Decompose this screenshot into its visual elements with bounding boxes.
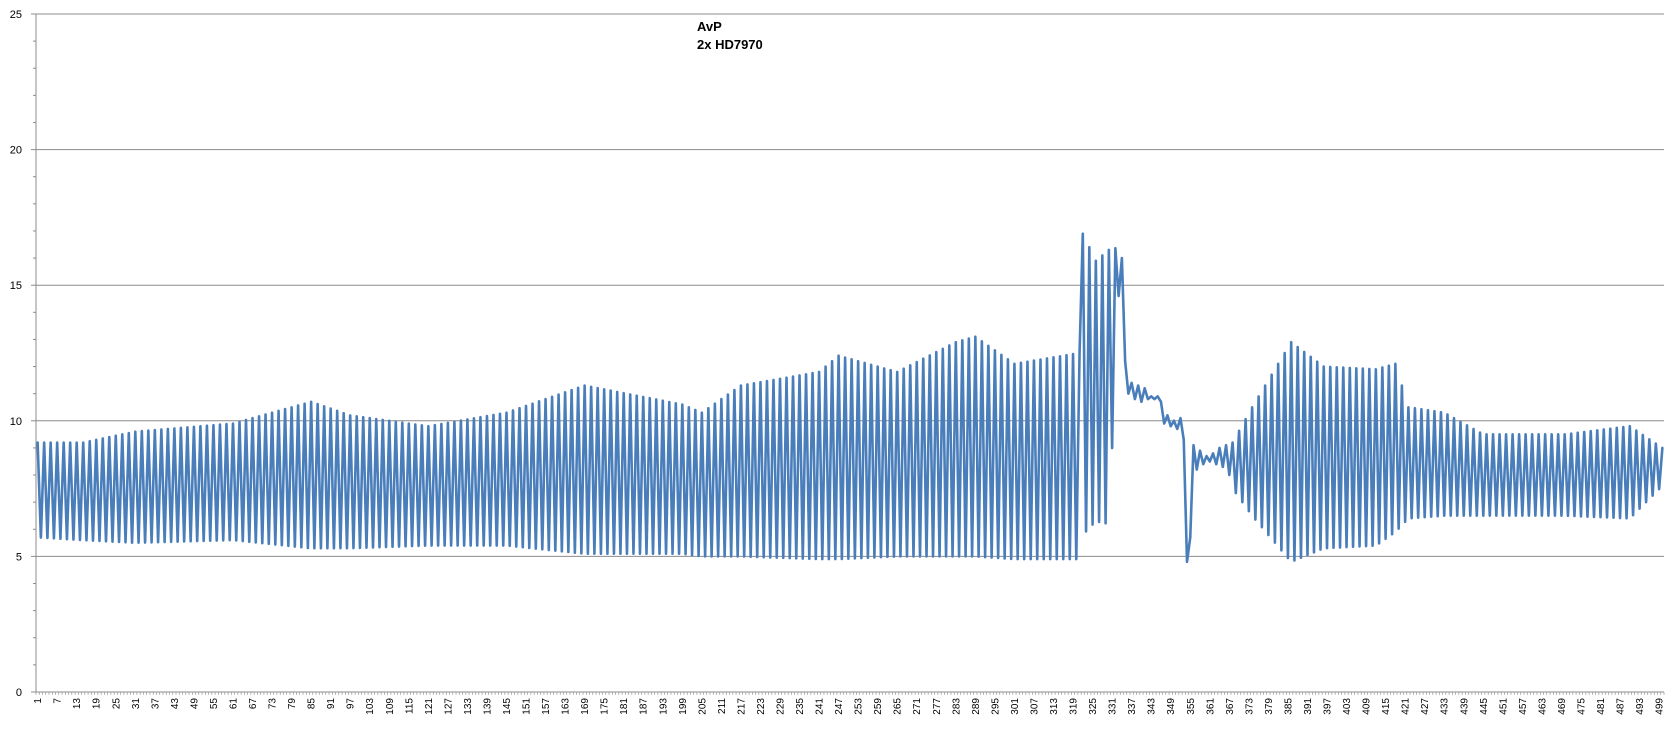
x-tick-label: 277 — [932, 698, 943, 715]
x-tick-label: 187 — [639, 698, 650, 715]
x-tick-label: 205 — [697, 698, 708, 715]
x-tick-label: 49 — [189, 698, 200, 710]
x-tick-label: 289 — [971, 698, 982, 715]
x-tick-label: 13 — [72, 698, 83, 710]
x-tick-label: 103 — [365, 698, 376, 715]
x-tick-label: 361 — [1205, 698, 1216, 715]
x-tick-label: 433 — [1440, 698, 1451, 715]
y-tick-label: 5 — [16, 551, 22, 563]
x-tick-label: 451 — [1498, 698, 1509, 715]
x-tick-label: 427 — [1420, 698, 1431, 715]
x-tick-label: 307 — [1029, 698, 1040, 715]
x-tick-label: 421 — [1401, 698, 1412, 715]
x-tick-label: 91 — [326, 698, 337, 710]
x-tick-label: 193 — [658, 698, 669, 715]
x-tick-label: 397 — [1323, 698, 1334, 715]
x-tick-label: 175 — [600, 698, 611, 715]
x-tick-label: 133 — [463, 698, 474, 715]
x-tick-label: 493 — [1635, 698, 1646, 715]
x-tick-label: 109 — [385, 698, 396, 715]
x-tick-label: 37 — [150, 698, 161, 710]
x-tick-label: 373 — [1244, 698, 1255, 715]
x-tick-label: 217 — [736, 698, 747, 715]
x-tick-label: 469 — [1557, 698, 1568, 715]
x-tick-label: 169 — [580, 698, 591, 715]
x-tick-label: 229 — [775, 698, 786, 715]
x-tick-label: 325 — [1088, 698, 1099, 715]
x-tick-label: 199 — [678, 698, 689, 715]
x-tick-label: 409 — [1362, 698, 1373, 715]
x-tick-label: 235 — [795, 698, 806, 715]
y-tick-label: 10 — [10, 416, 22, 428]
y-tick-label: 15 — [10, 280, 22, 292]
x-tick-label: 367 — [1225, 698, 1236, 715]
x-tick-label: 319 — [1069, 698, 1080, 715]
x-tick-label: 43 — [170, 698, 181, 710]
x-tick-label: 487 — [1616, 698, 1627, 715]
x-tick-label: 241 — [815, 698, 826, 715]
x-tick-label: 73 — [268, 698, 279, 710]
x-tick-label: 211 — [717, 698, 728, 714]
x-tick-label: 337 — [1127, 698, 1138, 715]
x-tick-label: 475 — [1576, 698, 1587, 715]
y-axis-tick-labels: 0 5 10 15 20 25 — [10, 9, 22, 699]
x-tick-label: 97 — [346, 698, 357, 710]
x-tick-label: 163 — [561, 698, 572, 715]
x-tick-label: 247 — [834, 698, 845, 715]
x-tick-label: 481 — [1596, 698, 1607, 715]
x-tick-label: 301 — [1010, 698, 1021, 715]
x-axis-tick-labels: 1 7 13 19 25 31 37 43 49 55 61 67 73 79 85 91 97 103 109 11… — [33, 698, 1665, 715]
x-tick-label: 457 — [1518, 698, 1529, 715]
x-tick-label: 139 — [482, 698, 493, 715]
x-tick-label: 343 — [1147, 698, 1158, 715]
y-tick-label: 25 — [10, 9, 22, 21]
x-tick-label: 259 — [873, 698, 884, 715]
x-tick-label: 265 — [893, 698, 904, 715]
x-tick-label: 1 — [33, 698, 44, 704]
x-tick-label: 253 — [854, 698, 865, 715]
x-tick-label: 19 — [92, 698, 103, 710]
x-tick-label: 31 — [131, 698, 142, 710]
x-tick-label: 283 — [951, 698, 962, 715]
x-tick-label: 313 — [1049, 698, 1060, 715]
x-tick-label: 121 — [424, 698, 435, 715]
y-tick-label: 0 — [16, 687, 22, 699]
series-layer — [36, 232, 1664, 564]
x-tick-label: 7 — [53, 698, 64, 704]
axes — [31, 13, 1665, 695]
x-tick-label: 331 — [1108, 698, 1119, 715]
x-tick-label: 61 — [228, 698, 239, 710]
x-tick-label: 127 — [443, 698, 454, 715]
x-tick-label: 271 — [912, 698, 923, 715]
x-tick-label: 379 — [1264, 698, 1275, 715]
x-tick-label: 445 — [1479, 698, 1490, 715]
x-tick-label: 85 — [307, 698, 318, 710]
x-tick-label: 151 — [522, 698, 533, 715]
x-tick-label: 355 — [1186, 698, 1197, 715]
x-tick-label: 25 — [111, 698, 122, 710]
x-tick-label: 67 — [248, 698, 259, 710]
x-tick-label: 415 — [1381, 698, 1392, 715]
x-tick-label: 145 — [502, 698, 513, 715]
x-tick-label: 403 — [1342, 698, 1353, 715]
x-tick-label: 115 — [404, 698, 415, 714]
chart-title-line-1: AvP — [697, 19, 722, 34]
x-tick-label: 439 — [1459, 698, 1470, 715]
x-tick-label: 295 — [990, 698, 1001, 715]
y-tick-label: 20 — [10, 145, 22, 157]
x-tick-label: 463 — [1537, 698, 1548, 715]
x-tick-label: 499 — [1655, 698, 1666, 715]
x-tick-label: 181 — [619, 698, 630, 715]
x-tick-label: 349 — [1166, 698, 1177, 715]
x-tick-label: 79 — [287, 698, 298, 710]
x-tick-label: 391 — [1303, 698, 1314, 715]
chart-title-line-2: 2x HD7970 — [697, 37, 763, 52]
series-line-0 — [36, 232, 1664, 564]
x-tick-label: 223 — [756, 698, 767, 715]
x-tick-label: 55 — [209, 698, 220, 710]
x-tick-label: 157 — [541, 698, 552, 715]
x-tick-label: 385 — [1283, 698, 1294, 715]
